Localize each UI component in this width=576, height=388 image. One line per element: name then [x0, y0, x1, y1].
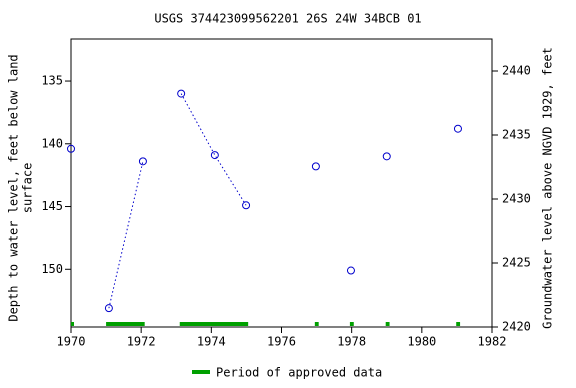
plot-frame [70, 38, 493, 328]
data-point [382, 152, 391, 161]
x-tick-label: 1972 [127, 335, 156, 349]
approved-period [71, 322, 74, 326]
approved-period [349, 322, 354, 326]
y-tick-label: 140 [41, 136, 63, 150]
approved-period [456, 322, 461, 326]
legend-label: Period of approved data [216, 366, 382, 380]
x-tick-label: 1976 [267, 335, 296, 349]
data-point [453, 124, 462, 133]
x-tick-label: 1982 [478, 335, 507, 349]
y2-axis-label: Groundwater level above NGVD 1929, feet [541, 47, 555, 329]
x-tick-label: 1974 [197, 335, 226, 349]
approved-period [106, 322, 145, 326]
y2-tick-label: 2430 [502, 192, 531, 206]
x-tick-label: 1970 [57, 335, 86, 349]
y-axis-label: surface [21, 163, 35, 214]
x-tick-label: 1978 [337, 335, 366, 349]
approved-period [179, 322, 249, 326]
data-point [104, 304, 113, 313]
chart-title: USGS 374423099562201 26S 24W 34BCB 01 [154, 12, 421, 26]
data-point [210, 151, 219, 160]
y2-tick-label: 2440 [502, 64, 531, 78]
data-point [177, 89, 186, 98]
y-tick-label: 145 [41, 199, 63, 213]
x-tick-label: 1980 [407, 335, 436, 349]
y2-tick-label: 2425 [502, 256, 531, 270]
data-point [311, 162, 320, 171]
y-axis-label: Depth to water level, feet below land [7, 54, 21, 321]
data-point [242, 201, 251, 210]
data-point [67, 144, 75, 153]
approved-period [385, 322, 390, 326]
y2-tick-label: 2435 [502, 128, 531, 142]
y-tick-label: 135 [41, 74, 63, 88]
approved-period [314, 322, 319, 326]
data-point [138, 157, 147, 166]
data-point [346, 266, 355, 275]
series-line [109, 94, 458, 309]
y-tick-label: 150 [41, 262, 63, 276]
y2-tick-label: 2420 [502, 320, 531, 334]
